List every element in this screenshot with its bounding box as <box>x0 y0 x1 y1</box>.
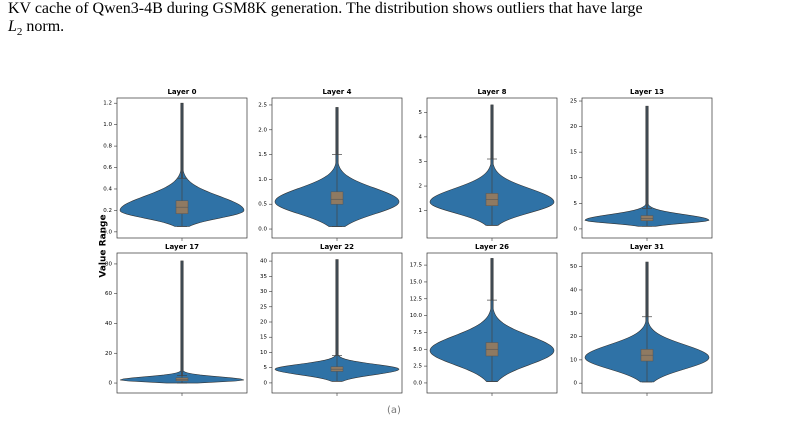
y-tick-label: 0.0 <box>258 227 267 233</box>
y-tick-label: 2.5 <box>413 364 422 370</box>
y-tick-label: 5 <box>419 110 423 116</box>
y-tick-label: 1.0 <box>258 177 267 183</box>
y-tick-label: 20 <box>260 320 267 326</box>
y-tick-label: 1.2 <box>103 101 112 107</box>
y-tick-label: 0 <box>574 381 578 387</box>
y-tick-label: 5 <box>574 201 578 207</box>
panel-title: Layer 0 <box>167 88 196 96</box>
panel-title: Layer 4 <box>322 88 351 96</box>
y-tick-label: 15 <box>570 150 577 156</box>
y-tick-label: 0.0 <box>413 380 422 386</box>
y-tick-label: 40 <box>105 321 112 327</box>
y-tick-label: 5.0 <box>413 347 422 353</box>
y-tick-label: 80 <box>105 261 112 267</box>
y-tick-label: 10.0 <box>410 313 423 319</box>
y-tick-label: 4 <box>419 134 423 140</box>
y-tick-label: 2 <box>419 184 423 190</box>
panel-title: Layer 8 <box>477 88 506 96</box>
y-tick-label: 15 <box>260 335 267 341</box>
y-tick-label: 0 <box>109 381 113 387</box>
panel-title: Layer 31 <box>630 243 664 251</box>
y-tick-label: 10 <box>570 175 577 181</box>
y-tick-label: 17.5 <box>410 263 423 269</box>
y-tick-label: 1.0 <box>103 122 112 128</box>
box <box>330 191 344 205</box>
panel-title: Layer 26 <box>475 243 509 251</box>
y-tick-label: 20 <box>570 334 577 340</box>
y-tick-label: 25 <box>260 304 267 310</box>
y-tick-label: 50 <box>570 264 577 270</box>
y-tick-label: 2.0 <box>258 127 267 133</box>
math-var: L <box>8 18 17 35</box>
y-tick-label: 1.5 <box>258 152 267 158</box>
y-tick-label: 60 <box>105 291 112 297</box>
y-tick-label: 0.6 <box>103 165 112 171</box>
y-tick-label: 10 <box>570 357 577 363</box>
y-tick-label: 35 <box>260 274 267 280</box>
panel-title: Layer 22 <box>320 243 354 251</box>
y-tick-label: 20 <box>105 351 112 357</box>
math-sub: 2 <box>16 26 23 39</box>
y-tick-label: 40 <box>570 287 577 293</box>
y-axis-label: Value Range <box>99 214 109 277</box>
paragraph-line: KV cache of Qwen3-4B during GSM8K genera… <box>8 0 643 17</box>
text: norm. <box>26 18 65 35</box>
y-tick-label: 7.5 <box>413 330 422 336</box>
caption: (a) <box>387 405 401 416</box>
y-tick-label: 0 <box>574 226 578 232</box>
y-tick-label: 0.2 <box>103 208 112 214</box>
paragraph-line: L2 norm. <box>8 18 64 38</box>
y-tick-label: 12.5 <box>410 296 423 302</box>
y-tick-label: 2.5 <box>258 102 267 108</box>
y-tick-label: 3 <box>419 159 423 165</box>
y-tick-label: 0.5 <box>258 202 267 208</box>
y-tick-label: 40 <box>260 259 267 265</box>
y-tick-label: 25 <box>570 99 577 105</box>
y-tick-label: 0.8 <box>103 144 112 150</box>
y-tick-label: 1 <box>419 208 423 214</box>
y-tick-label: 5 <box>264 365 268 371</box>
panel-title: Layer 13 <box>630 88 664 96</box>
y-tick-label: 0 <box>264 380 268 386</box>
y-tick-label: 0.0 <box>103 229 112 235</box>
y-tick-label: 20 <box>570 124 577 130</box>
y-tick-label: 0.4 <box>103 186 112 192</box>
y-tick-label: 30 <box>260 289 267 295</box>
y-tick-label: 30 <box>570 311 577 317</box>
box <box>640 215 654 221</box>
panel-title: Layer 17 <box>165 243 199 251</box>
y-tick-label: 10 <box>260 350 267 356</box>
y-tick-label: 15.0 <box>410 279 423 285</box>
